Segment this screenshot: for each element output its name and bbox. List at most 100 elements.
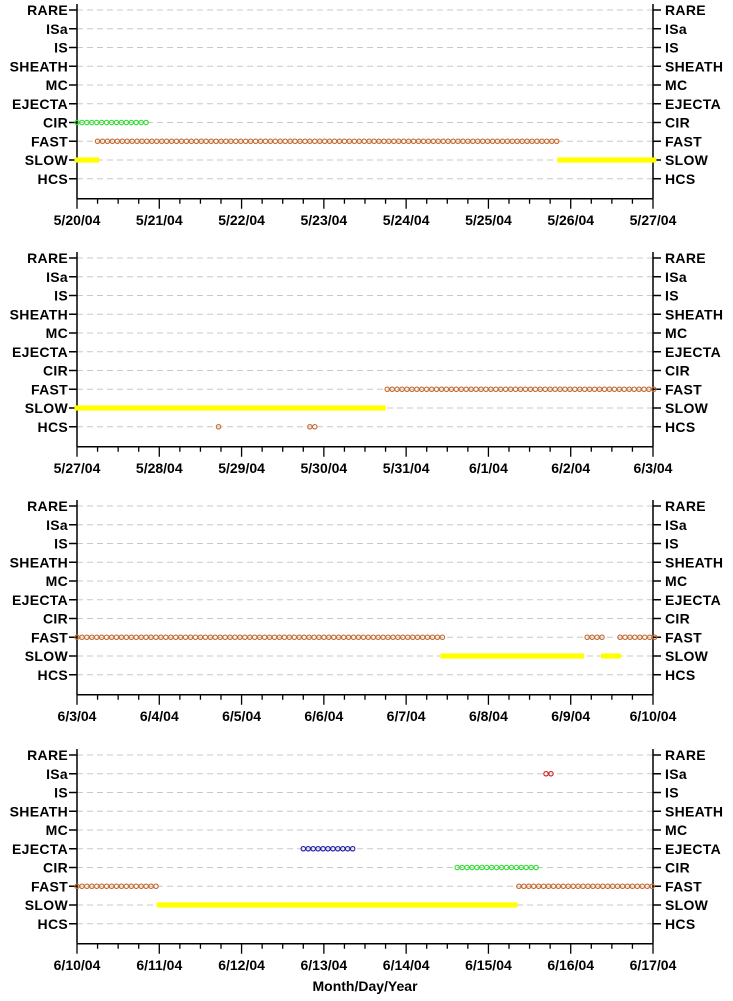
xtick-label: 6/2/04 [551, 460, 590, 476]
data-point [339, 902, 345, 908]
segment-slow [440, 653, 585, 659]
ylabel-left-fast: FAST [31, 133, 68, 149]
data-point [74, 157, 80, 163]
data-point [148, 405, 154, 411]
data-point [301, 405, 307, 411]
data-point [187, 405, 194, 411]
data-point [265, 902, 271, 908]
data-point [383, 902, 389, 908]
data-point [266, 405, 273, 411]
ylabel-left-is: IS [54, 785, 68, 801]
data-point [616, 157, 622, 163]
ylabel-right-is: IS [665, 536, 679, 552]
xtick-label: 6/13/04 [300, 957, 347, 973]
ylabel-right-sheath: SHEATH [665, 803, 723, 819]
data-point [599, 634, 605, 640]
xtick-label: 5/20/04 [54, 212, 101, 228]
data-point [296, 405, 302, 411]
data-point [299, 902, 306, 908]
data-point [497, 902, 503, 908]
xtick-label: 5/27/04 [54, 460, 101, 476]
data-point [460, 653, 466, 659]
ylabel-left-is: IS [54, 536, 68, 552]
xtick-label: 5/23/04 [300, 212, 347, 228]
ylabel-right-mc: MC [665, 325, 687, 341]
panel-3: HCS HCS SLOW SLOW FAST FAST CIR CIR EJECTA EJECTA… [10, 498, 723, 724]
data-point [271, 405, 278, 411]
segment-isa [543, 770, 554, 777]
data-point [502, 902, 508, 908]
data-point [581, 386, 588, 392]
segment-slow [557, 157, 657, 163]
data-point [286, 405, 292, 411]
ylabel-left-fast: FAST [31, 878, 68, 894]
data-point [326, 405, 332, 411]
data-point [582, 157, 588, 163]
data-point [492, 902, 498, 908]
panel-1: HCS HCS SLOW SLOW FAST FAST CIR CIR EJECTA EJECTA… [10, 2, 723, 228]
xtick-label: 6/14/04 [383, 957, 430, 973]
data-point [522, 386, 529, 392]
data-point [319, 902, 325, 908]
ylabel-left-rare: RARE [27, 2, 68, 18]
ylabel-right-hcs: HCS [665, 171, 695, 187]
data-point [202, 405, 208, 411]
segment-fast [94, 138, 560, 145]
data-point [225, 902, 232, 908]
data-point [440, 653, 446, 659]
ylabel-left-cir: CIR [43, 363, 68, 379]
ylabel-right-rare: RARE [665, 747, 706, 763]
ylabel-left-is: IS [54, 288, 68, 304]
data-point [514, 653, 520, 659]
ylabel-right-ejecta: EJECTA [665, 592, 721, 608]
ylabel-left-sheath: SHEATH [10, 58, 68, 74]
data-point [428, 902, 434, 908]
ylabel-left-hcs: HCS [38, 419, 68, 435]
data-point [450, 653, 456, 659]
data-point [544, 653, 550, 659]
data-point [161, 902, 167, 908]
data-point [507, 902, 513, 908]
data-point [601, 157, 608, 163]
data-point [312, 423, 318, 430]
ylabel-left-ejecta: EJECTA [12, 592, 68, 608]
xtick-label: 6/12/04 [218, 957, 265, 973]
x-axis-title: Month/Day/Year [312, 978, 418, 994]
data-point [622, 634, 628, 640]
data-point [178, 405, 184, 411]
ylabel-right-hcs: HCS [665, 667, 695, 683]
ylabel-left-sheath: SHEATH [10, 306, 68, 322]
data-point [572, 386, 578, 392]
ylabel-right-slow: SLOW [665, 897, 709, 913]
data-point [252, 405, 258, 411]
data-point [477, 902, 483, 908]
data-point [232, 634, 238, 640]
data-point [380, 405, 386, 411]
ylabel-left-isa: ISa [46, 269, 68, 285]
data-point [197, 405, 204, 411]
data-point [282, 138, 288, 145]
xtick-label: 5/30/04 [300, 460, 347, 476]
data-point [289, 902, 296, 908]
data-point [631, 157, 637, 163]
data-point [331, 405, 337, 411]
data-point [591, 386, 598, 392]
data-point [84, 405, 90, 411]
data-point [168, 405, 174, 411]
data-point [447, 902, 454, 908]
data-point [534, 653, 540, 659]
data-point [255, 902, 261, 908]
data-point [156, 902, 162, 908]
segment-fast [74, 883, 159, 889]
xtick-label: 5/26/04 [547, 212, 594, 228]
data-point [94, 405, 100, 411]
data-point [104, 405, 110, 411]
data-point [554, 653, 560, 659]
data-point [475, 653, 481, 659]
data-point [615, 653, 622, 659]
data-point [504, 653, 510, 659]
data-point [334, 902, 340, 908]
data-point [138, 405, 144, 411]
data-point [621, 157, 627, 163]
data-point [232, 405, 238, 411]
